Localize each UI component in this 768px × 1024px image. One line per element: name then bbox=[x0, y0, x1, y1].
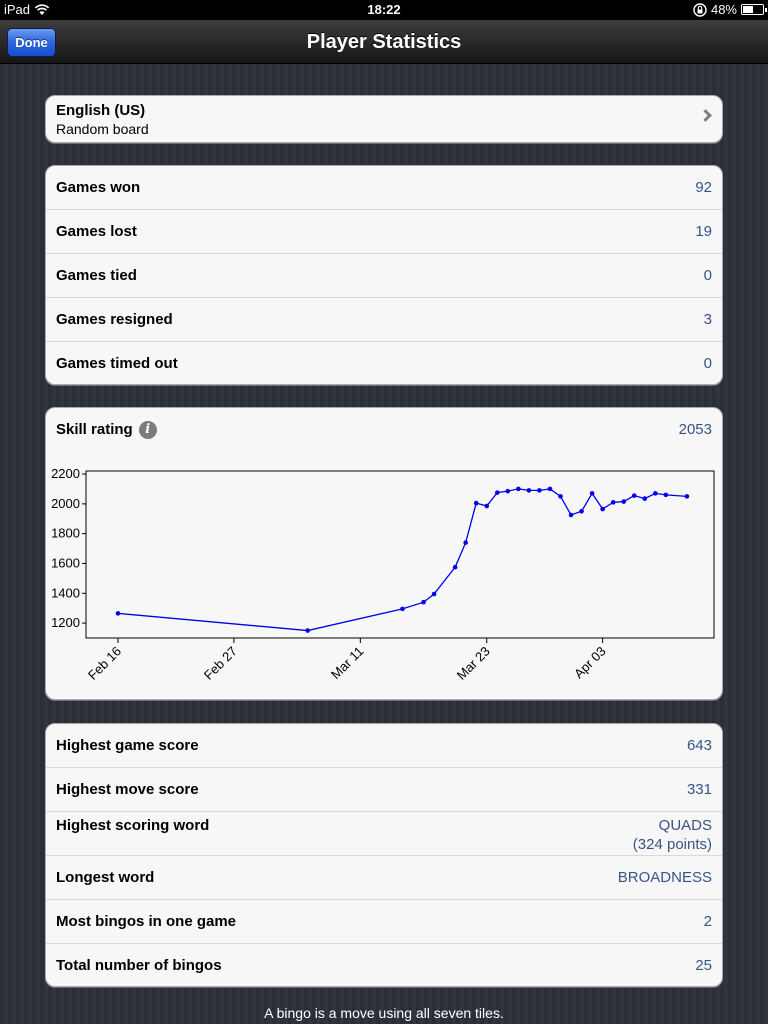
stat-row-games-resigned: Games resigned 3 bbox=[46, 298, 722, 342]
data-point bbox=[537, 488, 542, 493]
done-button[interactable]: Done bbox=[7, 28, 56, 57]
y-tick-label: 1200 bbox=[51, 615, 80, 630]
stat-label: Games timed out bbox=[56, 355, 178, 372]
board-label: Random board bbox=[56, 121, 149, 137]
stat-value: 0 bbox=[703, 355, 712, 372]
data-point bbox=[631, 493, 637, 498]
data-point bbox=[579, 508, 584, 514]
stat-label: Most bingos in one game bbox=[56, 913, 237, 930]
data-point bbox=[463, 540, 468, 545]
dictionary-row[interactable]: English (US) Random board bbox=[46, 96, 722, 142]
stat-row-games-timed-out: Games timed out 0 bbox=[46, 342, 722, 384]
stat-row-games-lost: Games lost 19 bbox=[46, 210, 722, 254]
skill-rating-label: Skill rating bbox=[56, 421, 133, 438]
stat-value: BROADNESS bbox=[617, 869, 712, 886]
info-icon[interactable]: i bbox=[138, 421, 157, 440]
y-tick-label: 1400 bbox=[51, 585, 80, 600]
data-point bbox=[547, 486, 553, 492]
stat-label: Highest game score bbox=[56, 737, 199, 754]
stat-label: Highest move score bbox=[56, 781, 199, 798]
data-point bbox=[484, 503, 490, 509]
data-point bbox=[663, 492, 669, 498]
data-point bbox=[568, 512, 574, 518]
x-tick-label: Feb 27 bbox=[201, 644, 240, 683]
stat-row-highest-scoring-word: Highest scoring word QUADS (324 points) bbox=[46, 812, 722, 856]
page-title: Player Statistics bbox=[306, 31, 462, 53]
stat-value: 19 bbox=[695, 223, 712, 240]
clock: 18:22 bbox=[367, 2, 401, 17]
stat-label: Games lost bbox=[56, 223, 137, 240]
wifi-icon bbox=[34, 3, 50, 15]
data-point bbox=[600, 506, 605, 512]
stat-row-total-bingos: Total number of bingos 25 bbox=[46, 944, 722, 986]
stat-value: 643 bbox=[686, 737, 712, 754]
skill-rating-value: 2053 bbox=[678, 421, 712, 438]
dictionary-group: English (US) Random board bbox=[45, 95, 723, 143]
skill-rating-row: Skill rating i 2053 bbox=[46, 408, 722, 452]
x-tick-label: Apr 03 bbox=[571, 644, 609, 682]
data-point bbox=[494, 490, 500, 495]
highest-word-points: (324 points) bbox=[632, 836, 712, 853]
stat-value: 331 bbox=[686, 781, 712, 798]
y-tick-label: 2200 bbox=[51, 466, 80, 481]
data-point bbox=[526, 488, 532, 493]
language-label: English (US) bbox=[56, 102, 146, 119]
orientation-lock-icon bbox=[693, 2, 707, 17]
stat-row-highest-move-score: Highest move score 331 bbox=[46, 768, 722, 812]
x-tick-label: Mar 23 bbox=[454, 644, 493, 683]
highest-word-value: QUADS bbox=[658, 817, 712, 834]
games-group: Games won 92 Games lost 19 Games tied 0 … bbox=[45, 165, 723, 385]
stat-label: Games tied bbox=[56, 267, 137, 284]
data-point bbox=[653, 491, 658, 496]
stat-label: Games won bbox=[56, 179, 141, 196]
battery-icon bbox=[741, 4, 767, 15]
y-tick-label: 1600 bbox=[51, 555, 80, 570]
navigation-bar: Done Player Statistics bbox=[0, 20, 768, 64]
data-point bbox=[621, 499, 627, 504]
data-point bbox=[400, 606, 405, 612]
data-point bbox=[610, 500, 616, 505]
stat-value: 0 bbox=[703, 267, 712, 284]
data-point bbox=[473, 500, 479, 506]
y-tick-label: 1800 bbox=[51, 526, 80, 541]
x-tick-label: Mar 11 bbox=[328, 644, 367, 683]
stat-value: 25 bbox=[695, 957, 712, 974]
device-name: iPad bbox=[4, 2, 31, 17]
bingo-footnote: A bingo is a move using all seven tiles. bbox=[264, 1005, 504, 1021]
data-point bbox=[558, 494, 563, 499]
status-bar: iPad 18:22 48% bbox=[0, 0, 768, 20]
skill-rating-chart: 1200 1400 1600 1800 2000 2200 Feb 16 Feb 27 Mar … bbox=[51, 466, 715, 683]
stat-label: Games resigned bbox=[56, 311, 173, 328]
skill-group: Skill rating i 2053 1200 1400 1600 1800 2000 2… bbox=[45, 407, 723, 700]
data-point bbox=[421, 599, 426, 605]
stat-label: Highest scoring word bbox=[56, 817, 210, 834]
data-point bbox=[305, 628, 310, 633]
data-point bbox=[642, 496, 648, 501]
stat-row-games-won: Games won 92 bbox=[46, 166, 722, 210]
data-point bbox=[115, 611, 121, 616]
y-tick-label: 2000 bbox=[51, 496, 80, 511]
stat-row-highest-game-score: Highest game score 643 bbox=[46, 724, 722, 768]
data-point bbox=[452, 564, 458, 570]
stat-value: 3 bbox=[703, 311, 712, 328]
battery-percent: 48% bbox=[710, 2, 737, 17]
data-point bbox=[431, 591, 437, 597]
records-group: Highest game score 643 Highest move scor… bbox=[45, 723, 723, 987]
stat-label: Total number of bingos bbox=[56, 957, 222, 974]
stat-label: Longest word bbox=[56, 869, 155, 886]
data-point bbox=[684, 494, 690, 499]
data-point bbox=[589, 491, 595, 496]
data-point bbox=[516, 486, 521, 492]
plot-area bbox=[85, 470, 715, 639]
stat-row-longest-word: Longest word BROADNESS bbox=[46, 856, 722, 900]
data-point bbox=[505, 488, 511, 494]
x-tick-label: Feb 16 bbox=[85, 644, 124, 683]
stat-row-most-bingos: Most bingos in one game 2 bbox=[46, 900, 722, 944]
stat-row-games-tied: Games tied 0 bbox=[46, 254, 722, 298]
stat-value: 92 bbox=[695, 179, 712, 196]
stat-value: 2 bbox=[703, 913, 712, 930]
chevron-right-icon bbox=[699, 109, 712, 122]
